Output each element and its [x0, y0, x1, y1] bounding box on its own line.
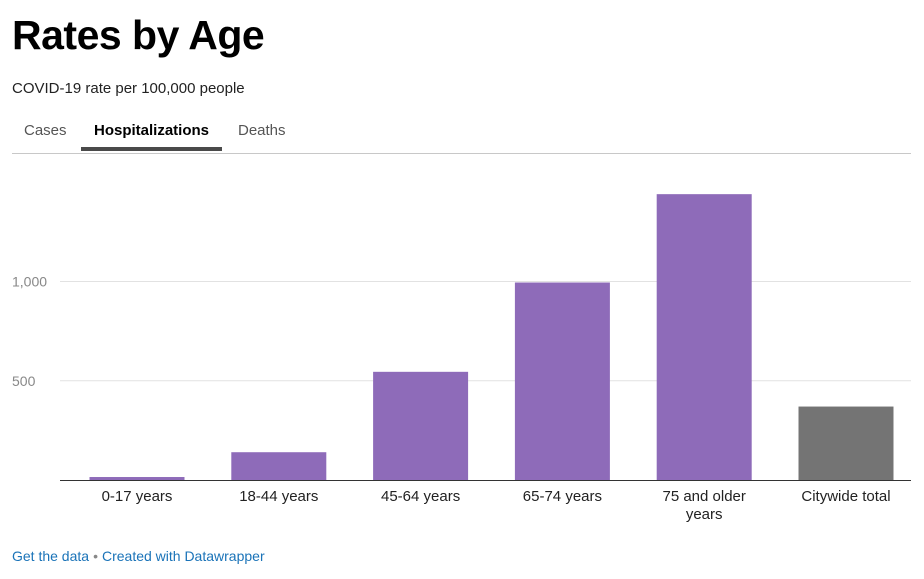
bar-chart-svg: 500 1,000 0-17 years 18-44 years 45-64 years… — [12, 194, 911, 523]
x-tick-label: 0-17 years — [102, 488, 173, 505]
x-tick-label: 18-44 years — [239, 488, 318, 505]
datawrapper-link[interactable]: Created with Datawrapper — [101, 548, 265, 564]
bar[interactable] — [798, 406, 894, 480]
tab-bar: Cases Hospitalizations Deaths — [12, 116, 911, 154]
get-data-link[interactable]: Get the data — [12, 548, 90, 564]
chart-subtitle: COVID-19 rate per 100,000 people — [12, 80, 245, 97]
tab-deaths[interactable]: Deaths — [238, 122, 286, 139]
bar-chart: 500 1,000 0-17 years 18-44 years 45-64 years… — [0, 160, 924, 530]
footer: Get the data • Created with Datawrapper — [12, 547, 265, 565]
footer-separator: • — [93, 548, 98, 564]
y-tick-label: 1,000 — [12, 274, 47, 290]
tab-hospitalizations[interactable]: Hospitalizations — [81, 122, 223, 151]
bar[interactable] — [656, 194, 752, 480]
x-tick-label: Citywide total — [801, 488, 890, 505]
x-tick-label: 75 and older years — [662, 488, 745, 523]
y-tick-label: 500 — [12, 373, 36, 389]
bar[interactable] — [231, 452, 327, 480]
x-tick-label: 65-74 years — [523, 488, 602, 505]
bar[interactable] — [89, 477, 185, 480]
chart-title: Rates by Age — [12, 12, 265, 58]
x-tick-label: 45-64 years — [381, 488, 460, 505]
bar[interactable] — [373, 371, 469, 480]
tab-cases[interactable]: Cases — [24, 122, 67, 139]
bar[interactable] — [514, 282, 610, 480]
